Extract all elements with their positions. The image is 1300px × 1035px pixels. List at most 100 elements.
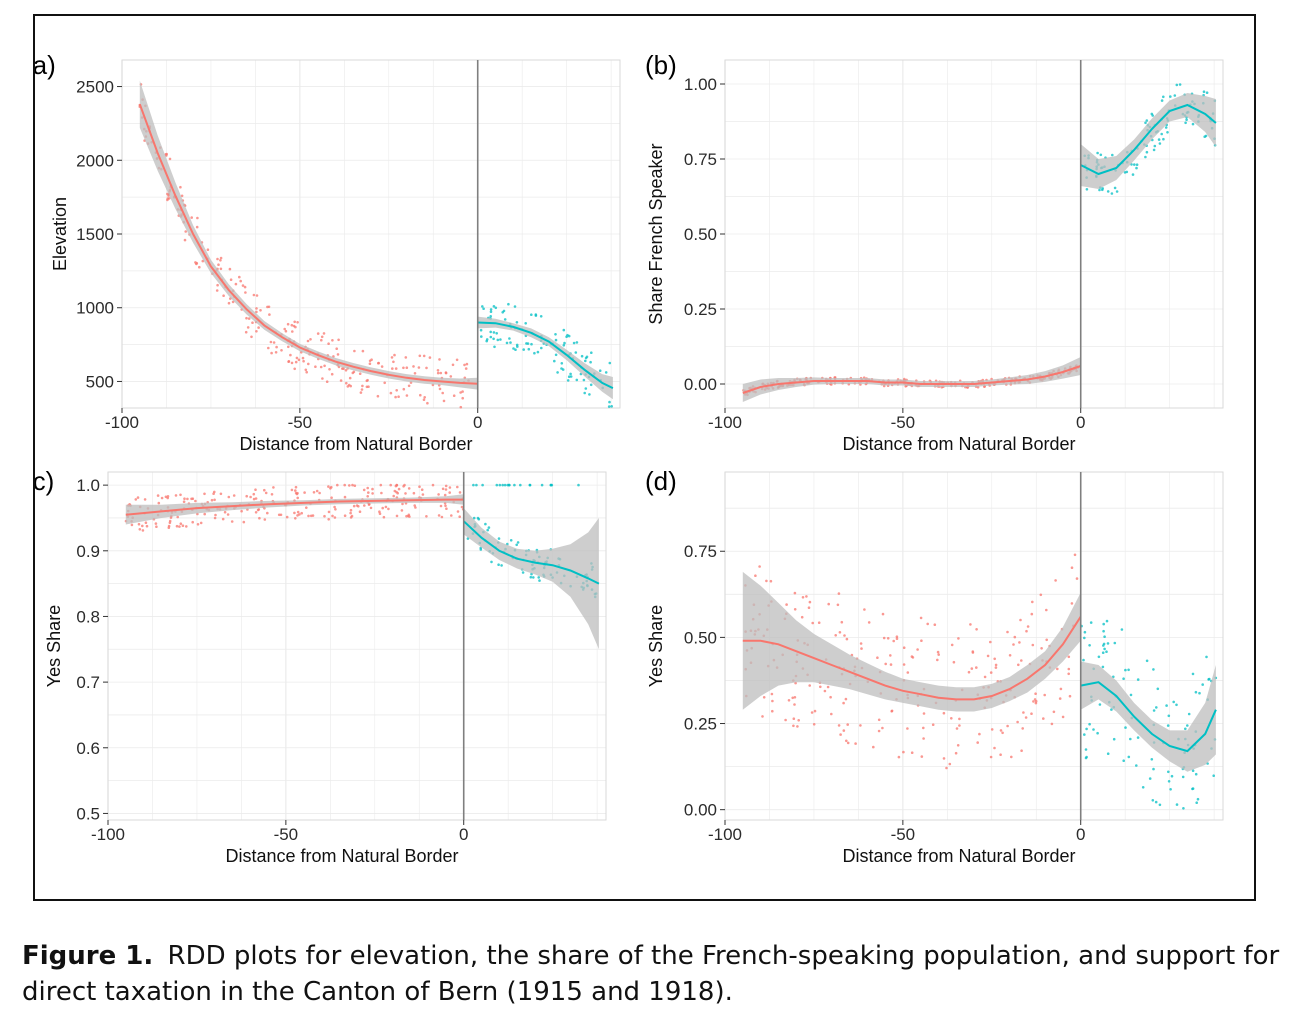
scatter-point [567, 334, 571, 338]
scatter-point [219, 492, 223, 496]
scatter-point [817, 621, 821, 624]
scatter-point [290, 361, 294, 365]
scatter-point [771, 709, 774, 713]
scatter-point [1113, 641, 1117, 645]
scatter-point [301, 356, 305, 360]
scatter-point [1194, 772, 1198, 776]
scatter-point [495, 483, 499, 487]
scatter-point [266, 305, 269, 309]
scatter-point [367, 503, 371, 506]
scatter-point [577, 483, 580, 487]
scatter-point [1008, 654, 1012, 657]
scatter-point [441, 391, 445, 395]
scatter-point [174, 494, 178, 497]
scatter-point [164, 153, 168, 156]
panel-letter: (b) [645, 50, 677, 80]
scatter-point [1165, 704, 1168, 707]
scatter-point [352, 370, 356, 374]
scatter-point [1006, 724, 1009, 728]
scatter-point [254, 488, 257, 492]
scatter-point [1122, 677, 1125, 680]
scatter-point [1135, 764, 1138, 767]
scatter-point [994, 666, 998, 669]
scatter-point [978, 732, 981, 736]
scatter-point [1067, 655, 1071, 659]
scatter-point [936, 658, 939, 662]
scatter-point [360, 388, 364, 391]
scatter-point [395, 483, 399, 487]
scatter-point [343, 495, 347, 499]
scatter-point [376, 394, 380, 398]
scatter-point [160, 496, 164, 500]
scatter-point [445, 507, 448, 511]
scatter-point [1018, 641, 1021, 644]
scatter-point [306, 339, 310, 343]
scatter-point [607, 405, 611, 408]
scatter-point [1191, 769, 1195, 772]
scatter-point [339, 379, 343, 382]
scatter-point [489, 310, 493, 314]
scatter-point [922, 737, 925, 740]
scatter-point [438, 358, 441, 361]
scatter-point [1024, 716, 1028, 719]
scatter-point [378, 512, 382, 515]
scatter-point [334, 508, 337, 511]
scatter-point [130, 523, 134, 527]
scatter-point [840, 620, 844, 624]
scatter-point [230, 520, 234, 523]
scatter-point [1026, 625, 1030, 628]
scatter-point [516, 541, 520, 544]
scatter-point [255, 330, 258, 333]
scatter-point [216, 283, 219, 287]
scatter-point [902, 663, 906, 666]
scatter-point [168, 157, 172, 161]
scatter-point [333, 516, 337, 519]
y-tick-label: 0.50 [684, 225, 717, 244]
scatter-point [1144, 155, 1147, 159]
scatter-point [1101, 665, 1105, 669]
scatter-point [145, 524, 149, 528]
scatter-point [509, 341, 512, 344]
scatter-point [274, 351, 278, 354]
scatter-point [754, 574, 757, 577]
scatter-point [588, 393, 591, 396]
scatter-point [312, 491, 316, 494]
scatter-point [380, 365, 384, 368]
scatter-point [1102, 642, 1106, 646]
scatter-point [336, 353, 340, 356]
scatter-point [1153, 144, 1157, 148]
scatter-point [792, 724, 795, 728]
scatter-point [793, 696, 797, 699]
scatter-point [584, 359, 587, 363]
scatter-point [950, 643, 954, 647]
scatter-point [906, 727, 909, 730]
scatter-point [819, 685, 822, 689]
scatter-point [1067, 672, 1070, 676]
caption-label: Figure 1. [22, 941, 154, 971]
scatter-point [194, 499, 197, 503]
scatter-point [327, 485, 330, 488]
scatter-point [134, 498, 138, 501]
scatter-point [245, 316, 248, 320]
scatter-point [933, 623, 937, 626]
scatter-point [328, 368, 331, 371]
scatter-point [1167, 770, 1170, 774]
scatter-point [212, 492, 215, 496]
scatter-point [838, 631, 842, 634]
scatter-point [895, 637, 899, 640]
scatter-point [358, 510, 362, 513]
y-tick-label: 1.00 [684, 75, 717, 94]
scatter-point [554, 353, 558, 357]
scatter-point [298, 513, 301, 516]
scatter-point [1020, 749, 1023, 752]
scatter-point [482, 307, 485, 311]
scatter-point [556, 371, 559, 374]
scatter-point [183, 238, 187, 242]
scatter-point [1150, 758, 1154, 761]
scatter-point [492, 331, 496, 334]
scatter-point [444, 484, 448, 488]
scatter-point [463, 363, 466, 367]
scatter-point [508, 337, 511, 340]
scatter-point [540, 483, 544, 487]
scatter-point [916, 648, 919, 651]
